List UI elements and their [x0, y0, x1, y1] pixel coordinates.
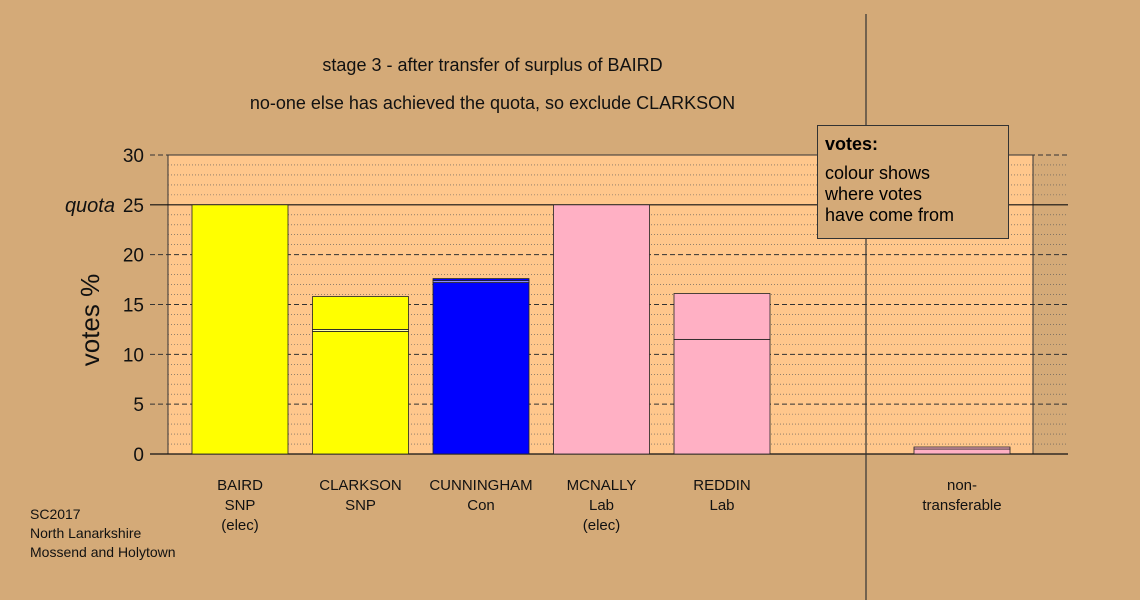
candidate-label: (elec): [221, 517, 259, 534]
y-tick-label: 0: [133, 445, 144, 466]
legend-line: colour shows: [825, 163, 931, 183]
y-tick-label: 10: [123, 345, 144, 366]
bar-segment: [553, 204, 650, 455]
y-tick-label: 30: [123, 146, 144, 167]
candidate-label: Lab: [589, 497, 614, 514]
bar-segment: [191, 204, 289, 455]
nontransferable-label: transferable: [922, 497, 1001, 514]
legend-line: where votes: [825, 184, 923, 204]
y-tick-label: 5: [133, 395, 144, 416]
candidate-label: Lab: [709, 497, 734, 514]
y-tick-label: 25: [123, 196, 144, 217]
bar-segment: [432, 282, 530, 455]
legend-title: votes:: [825, 134, 879, 154]
candidate-label: CLARKSON: [319, 477, 402, 494]
candidate-label: Con: [467, 497, 495, 514]
candidate-label: BAIRD: [217, 477, 263, 494]
bar-segment: [312, 331, 409, 455]
quota-label: quota: [65, 195, 115, 217]
y-tick-label: 15: [123, 296, 144, 317]
candidate-label: SNP: [345, 497, 376, 514]
footnote-ward: Mossend and Holytown: [30, 544, 176, 560]
footnote-council: North Lanarkshire: [30, 525, 142, 541]
candidate-label: MCNALLY: [567, 477, 637, 494]
bar-segment: [432, 278, 530, 281]
legend-box: votes: colour shows where votes have com…: [817, 125, 1009, 239]
footnote-year: SC2017: [30, 506, 81, 522]
legend-line: have come from: [825, 205, 955, 225]
candidate-label: CUNNINGHAM: [429, 477, 532, 494]
nontransferable-bar-segment: [913, 448, 1011, 455]
y-axis-label: votes %: [75, 274, 105, 367]
bar-segment: [673, 338, 771, 455]
bar-segment: [673, 293, 771, 340]
candidate-label: SNP: [225, 497, 256, 514]
y-tick-label: 20: [123, 246, 144, 267]
chart-subtitle: no-one else has achieved the quota, so e…: [249, 93, 736, 113]
nontransferable-label: non-: [947, 477, 977, 494]
nontransferable-bar-segment: [913, 446, 1011, 450]
footnote: SC2017 North Lanarkshire Mossend and Hol…: [30, 505, 176, 562]
candidate-label: (elec): [583, 517, 621, 534]
candidate-label: REDDIN: [693, 477, 751, 494]
bar-segment: [312, 296, 409, 330]
chart-title: stage 3 - after transfer of surplus of B…: [322, 55, 663, 75]
